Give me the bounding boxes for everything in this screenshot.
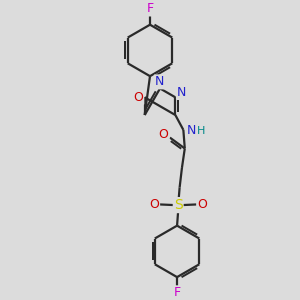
Text: O: O xyxy=(197,198,207,211)
Text: F: F xyxy=(173,286,181,299)
Text: O: O xyxy=(134,91,143,104)
Text: O: O xyxy=(159,128,169,141)
Text: N: N xyxy=(187,124,196,137)
Text: F: F xyxy=(146,2,154,16)
Text: O: O xyxy=(149,198,159,211)
Text: N: N xyxy=(177,86,186,99)
Text: N: N xyxy=(155,75,164,88)
Text: H: H xyxy=(197,126,205,136)
Text: S: S xyxy=(174,198,183,212)
